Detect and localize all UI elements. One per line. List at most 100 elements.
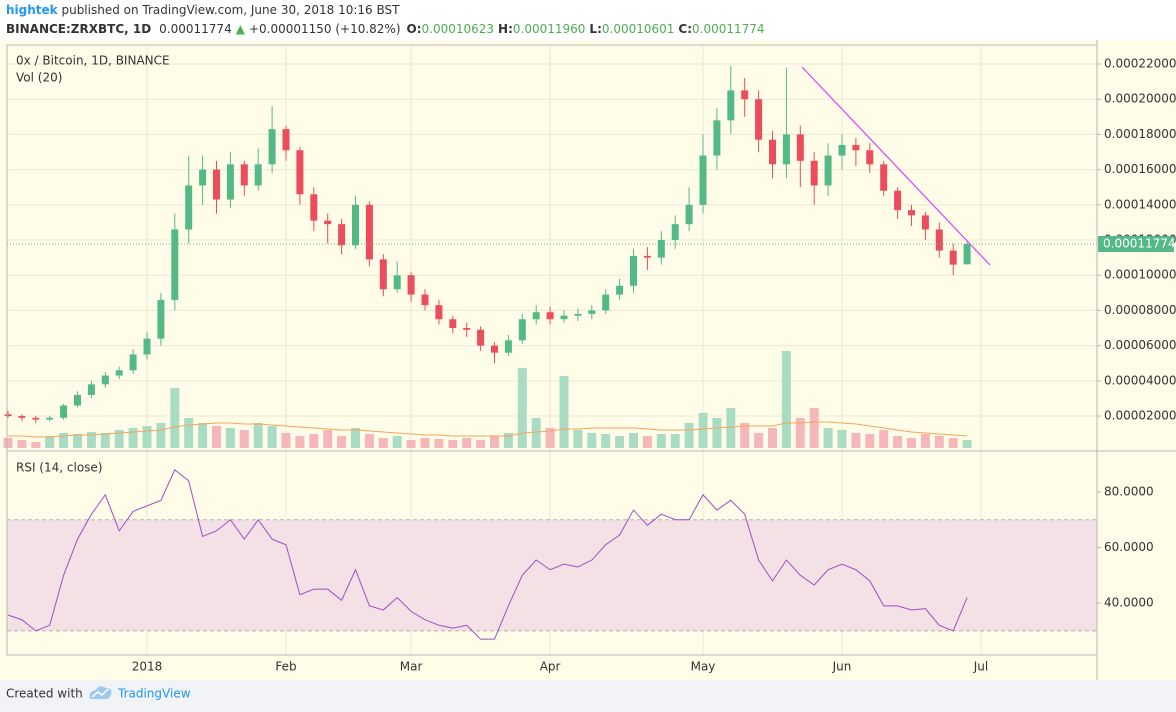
o-label: O: [407,22,422,36]
rsi-tick-label: 80.0000 [1104,484,1154,498]
o: 0.00010623 [422,22,495,36]
x-tick-label: 2018 [132,660,163,674]
candle-body [435,305,443,320]
logo-cloud [89,686,112,699]
volume-bar [545,428,555,448]
symbol-line: BINANCE:ZRXBTC, 1D 0.00011774 ▲ +0.00001150… [6,22,765,36]
candle-body [129,354,137,371]
volume-bar [768,428,777,448]
volume-bar [879,430,889,448]
candle-body [755,99,763,140]
candle-body [4,414,12,417]
candle-body [115,370,123,376]
volume-bar [670,434,680,448]
candle-body [463,328,471,330]
header-bg [0,0,1176,40]
candle-body [671,224,679,241]
candle-body [949,250,957,265]
candle-body [324,220,332,225]
volume-bar [615,436,625,448]
rsi-tick-label: 60.0000 [1104,540,1154,554]
candle-body [185,185,193,230]
volume-bar [712,418,722,448]
volume-bar [184,418,194,448]
footer-bg [0,680,1176,712]
trend-line [801,66,991,266]
candle-body [518,319,526,341]
x-tick-label: Feb [275,660,296,674]
l: 0.00010601 [602,22,675,36]
volume-bar [378,438,388,448]
volume-bar [573,430,583,448]
candle-body [101,375,109,385]
arrow: ▲ [236,22,246,36]
user[interactable]: hightek [6,3,59,17]
volume-bar [490,436,499,448]
candle-body [616,285,624,295]
y-tick-label: 0.00004000 [1104,373,1176,387]
footer-brand[interactable]: TradingView [117,687,191,701]
volume-bar [462,438,472,448]
candle-body [630,255,637,286]
x-tick-label: May [691,660,716,674]
candle-body [866,150,874,165]
candle-body [143,338,151,355]
last-price-box [1098,235,1174,252]
candle-body [310,194,318,221]
volume-bar [781,351,791,448]
candle-body [240,164,248,186]
candle-body [546,312,554,320]
h: 0.00011960 [513,22,586,36]
candle-body [18,416,26,418]
volume-bar [309,434,319,448]
volume-bar [392,436,402,448]
change: +0.00001150 (+10.82%) [249,22,401,36]
volume-bar [809,408,819,448]
volume-bar [253,423,263,448]
candle-body [213,169,220,200]
volume-bar [795,418,805,448]
y-tick-label: 0.00008000 [1104,303,1176,317]
candle-body [796,134,804,161]
volume-bar [351,428,360,448]
candle-body [880,164,888,191]
candle-body [268,129,276,165]
candle-body [602,294,610,311]
candle-body [379,259,387,290]
logo[interactable] [89,686,112,699]
y-tick-label: 0.00020000 [1104,92,1176,106]
last-price-label: 0.00011774 [1103,236,1176,250]
candle-body [699,155,707,205]
candle-body [741,90,749,100]
volume-bar [823,428,833,448]
volume-bar [267,426,277,448]
volume-bar [531,418,541,448]
candle-body [963,243,971,265]
candle-body [782,134,790,165]
symbol: BINANCE:ZRXBTC, 1D [6,22,151,36]
volume-bar [754,433,764,448]
volume-bar [587,433,597,448]
volume-bar [907,438,916,448]
candle-body [713,120,721,156]
volume-bar [59,433,69,448]
h-label: H: [498,22,513,36]
y-tick-label: 0.00018000 [1104,127,1176,141]
candle-body [657,240,665,258]
volume-bar [893,436,903,448]
volume-bar [17,440,27,448]
candle-body [491,345,498,353]
candle-body [504,340,512,353]
y-tick-label: 0.00014000 [1104,197,1176,211]
candle-body [254,164,262,186]
candle-body [157,299,165,339]
candle-body [282,129,290,151]
volume-bar [629,433,638,448]
candle-body [365,204,373,260]
candle-body [32,417,40,420]
rsi-band [7,519,1097,631]
volume-bar [156,423,166,448]
y-tick-label: 0.00006000 [1104,338,1176,352]
candle-body [46,417,54,420]
x-tick-label: Jul [973,660,988,674]
